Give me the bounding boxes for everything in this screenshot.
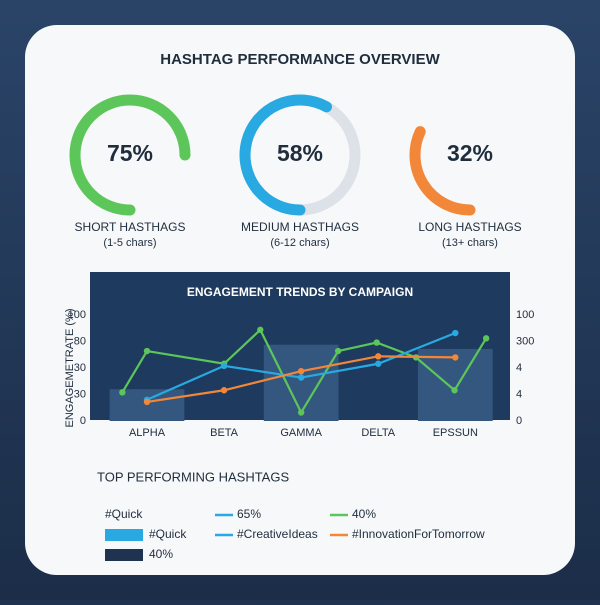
- gauge-arc: [69, 94, 191, 216]
- y-tick-label: 0: [80, 415, 86, 427]
- point: [373, 339, 380, 346]
- point: [257, 326, 264, 334]
- point: [375, 353, 382, 360]
- legend-label: #InnovationForTomorrow: [352, 527, 485, 541]
- y-tick-label: 80: [74, 335, 86, 347]
- chart-title: ENGAGEMENT TRENDS BY CAMPAIGN: [187, 285, 413, 299]
- point: [451, 387, 458, 394]
- gauge-label: MEDIUM HASTHAGS: [241, 220, 359, 234]
- gauge-sublabel: (6-12 chars): [270, 237, 329, 249]
- x-tick-label: BETA: [210, 427, 239, 439]
- point: [297, 367, 305, 375]
- legend-label: #Quick: [149, 527, 187, 541]
- point: [452, 354, 459, 361]
- y-tick-label: 30: [74, 362, 86, 374]
- y2-tick-label: 4: [516, 388, 522, 400]
- point: [119, 389, 126, 396]
- x-tick-label: DELTA: [361, 427, 395, 439]
- point: [297, 409, 305, 416]
- gauge-value: 58%: [277, 140, 323, 166]
- point: [482, 335, 490, 342]
- point: [297, 374, 305, 381]
- point: [220, 387, 228, 394]
- point: [452, 329, 459, 337]
- point: [143, 347, 151, 355]
- gauge-arc: [239, 94, 332, 216]
- y2-tick-label: 4: [516, 362, 522, 374]
- y-tick-label: 30: [74, 388, 86, 400]
- x-tick-label: EPSSUN: [433, 427, 478, 439]
- gauge-value: 75%: [107, 140, 153, 166]
- legend-label: 65%: [237, 507, 261, 521]
- legend-label: #CreativeIdeas: [237, 527, 318, 541]
- gauge-sublabel: (13+ chars): [442, 237, 498, 249]
- y-tick-label: 100: [68, 309, 86, 321]
- series-line: [121, 328, 488, 415]
- legend-label: 40%: [149, 547, 173, 561]
- bar: [417, 348, 493, 421]
- y2-tick-label: 300: [516, 335, 534, 347]
- x-tick-label: ALPHA: [129, 427, 166, 439]
- point: [143, 398, 151, 406]
- point: [375, 360, 382, 367]
- legend-swatch: [105, 549, 143, 561]
- x-tick-label: GAMMA: [280, 427, 322, 439]
- gauge-label: LONG HASTHAGS: [418, 220, 521, 234]
- gauge-label: SHORT HASTHAGS: [75, 220, 186, 234]
- bar: [263, 344, 339, 421]
- y2-tick-label: 0: [516, 415, 522, 427]
- page-title: HASHTAG PERFORMANCE OVERVIEW: [160, 51, 440, 68]
- y2-tick-label: 100: [516, 309, 534, 321]
- point: [334, 347, 342, 355]
- legend-swatch: [105, 529, 143, 541]
- gauge-value: 32%: [447, 140, 493, 166]
- gauge-sublabel: (1-5 chars): [103, 237, 156, 249]
- legend-label: #Quick: [105, 507, 143, 521]
- gauge-arc: [409, 126, 476, 216]
- point: [220, 362, 228, 370]
- y-axis-label: ENGAGEMETRATE (%): [64, 309, 76, 428]
- section-title: TOP PERFORMING HASHTAGS: [97, 469, 289, 484]
- legend-label: 40%: [352, 507, 376, 521]
